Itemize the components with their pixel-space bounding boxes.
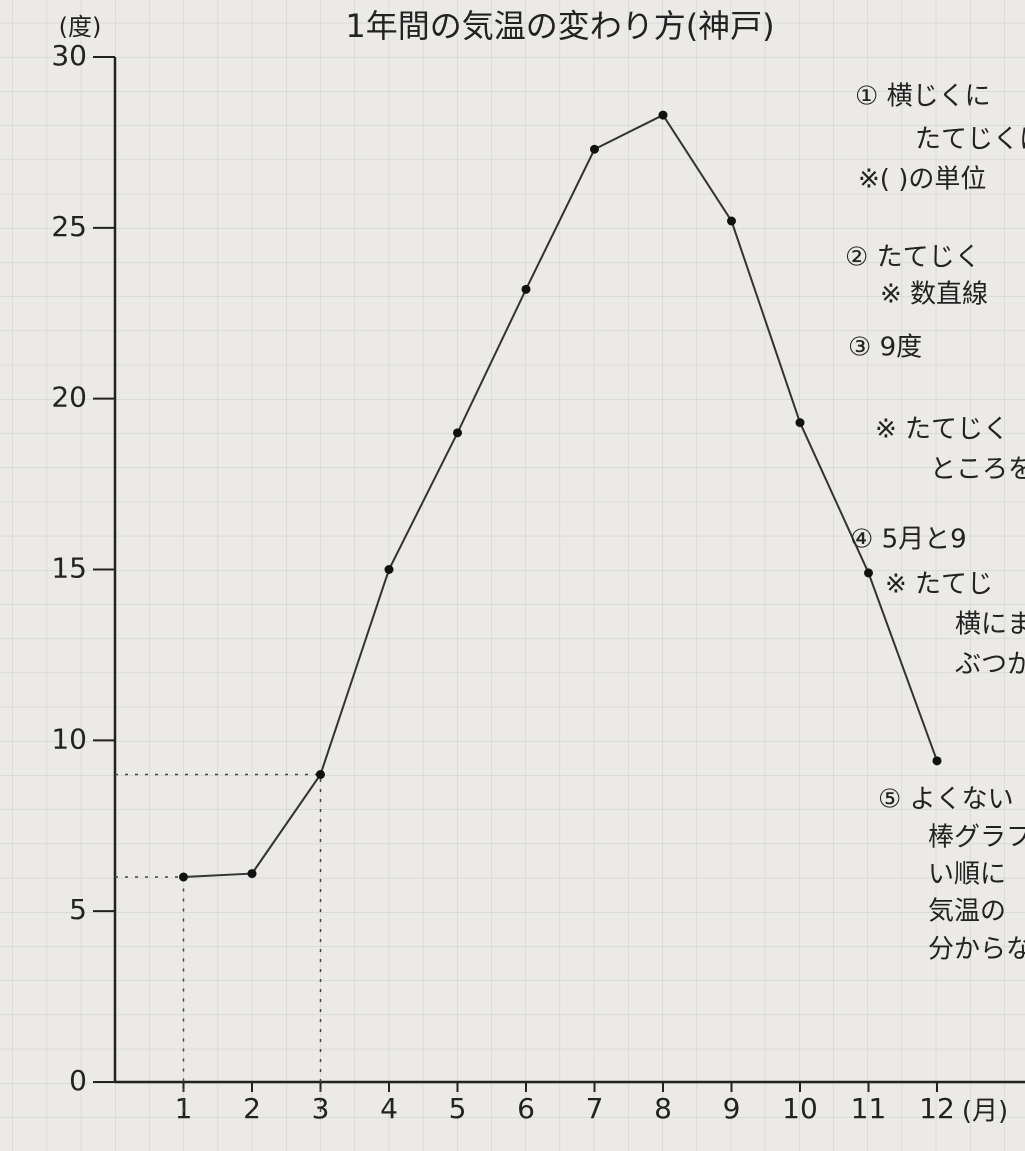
x-tick-label: 12 [919,1092,955,1125]
annotation: ※ たてじ [885,570,993,600]
annotation: ※ たてじく [875,415,1009,445]
annotation: ① 横じくに [855,82,991,112]
point [933,756,942,765]
annotation: 棒グラフ [928,823,1025,853]
point [179,873,188,882]
x-tick-label: 10 [782,1092,818,1125]
x-tick-label: 4 [380,1092,398,1125]
chart: 1年間の気温の変わり方(神戸) (度) (月) 0510152025301234… [0,0,1025,1151]
x-tick-label: 6 [517,1092,535,1125]
annotation: ⑤ よくない [878,785,1014,815]
y-tick-label: 10 [51,722,87,755]
y-axis-label: (度) [59,13,102,41]
x-axis-label: (月) [962,1097,1008,1127]
annotation: ※ 数直線 [880,280,988,310]
point [796,418,805,427]
chart-title: 1年間の気温の変わり方(神戸) [345,7,774,45]
annotation: 横にま [955,610,1025,640]
annotation: ② たてじく [845,243,981,273]
y-tick-label: 5 [69,893,87,926]
y-tick-label: 20 [51,381,87,414]
annotation: 気温の [928,897,1006,927]
point [590,145,599,154]
annotation: い順に [928,860,1006,890]
x-tick-label: 3 [312,1092,330,1125]
point [385,565,394,574]
point [727,217,736,226]
point [316,770,325,779]
x-tick-label: 2 [243,1092,261,1125]
annotation: たてじくに [915,125,1025,155]
annotation: 分からな [928,935,1025,965]
annotation: ぶつか [955,650,1025,680]
point [864,568,873,577]
point [248,869,257,878]
point [453,428,462,437]
x-tick-label: 8 [654,1092,672,1125]
x-tick-label: 5 [449,1092,467,1125]
y-tick-label: 0 [69,1064,87,1097]
annotation: ※( )の単位 [858,165,986,195]
page: 1年間の気温の変わり方(神戸) (度) (月) 0510152025301234… [0,0,1025,1151]
annotation: ところを [930,455,1025,485]
x-tick-label: 9 [723,1092,741,1125]
y-tick-label: 30 [51,39,87,72]
x-tick-label: 7 [586,1092,604,1125]
x-tick-label: 11 [851,1092,887,1125]
y-tick-label: 15 [51,552,87,585]
annotation: ③ 9度 [848,333,922,363]
annotation: ④ 5月と9 [850,525,967,555]
point [659,111,668,120]
point [522,285,531,294]
y-tick-label: 25 [51,210,87,243]
